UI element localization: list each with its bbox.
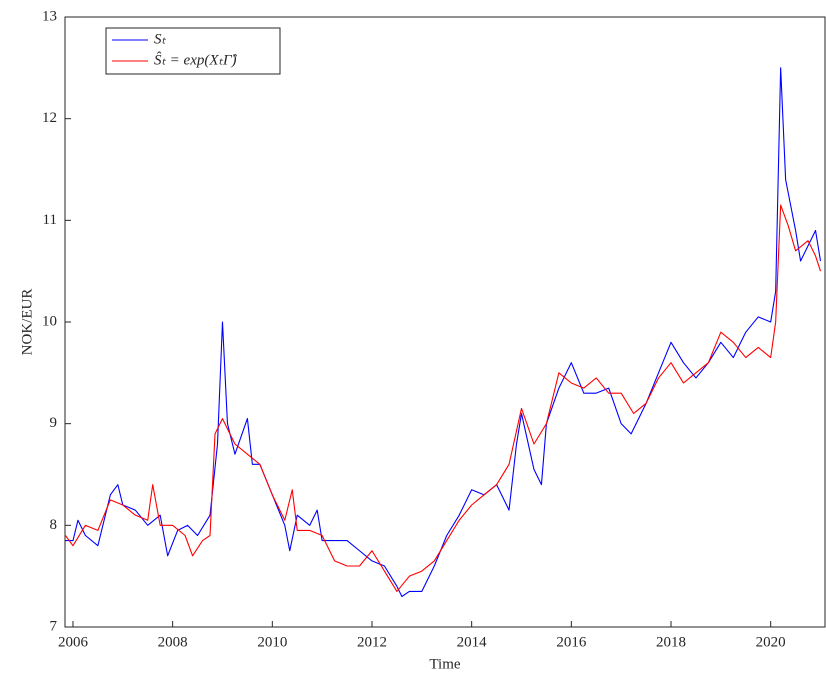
y-tick-label: 7 bbox=[50, 618, 58, 634]
legend-label: Sₜ bbox=[154, 31, 167, 47]
series-line bbox=[65, 67, 822, 598]
legend-label: Ŝₜ = exp(XₜΓ̂) bbox=[154, 51, 237, 68]
y-tick-label: 11 bbox=[43, 212, 57, 228]
x-tick-label: 2006 bbox=[58, 634, 89, 650]
x-tick-label: 2008 bbox=[158, 634, 188, 650]
plot-frame bbox=[64, 16, 826, 628]
x-tick-label: 2010 bbox=[257, 634, 287, 650]
y-tick-label: 12 bbox=[42, 110, 57, 126]
y-tick-label: 8 bbox=[50, 517, 58, 533]
y-tick-label: 9 bbox=[50, 415, 58, 431]
x-axis-label: Time bbox=[429, 656, 460, 672]
x-tick-label: 2016 bbox=[556, 634, 587, 650]
x-tick-label: 2020 bbox=[756, 634, 786, 650]
legend-box bbox=[105, 27, 281, 75]
x-tick-label: 2014 bbox=[457, 634, 488, 650]
x-tick-label: 2012 bbox=[357, 634, 387, 650]
x-tick-label: 2018 bbox=[656, 634, 686, 650]
y-tick-label: 13 bbox=[42, 8, 57, 24]
series-line bbox=[65, 204, 822, 592]
y-axis-label: NOK/EUR bbox=[19, 289, 35, 356]
y-tick-label: 10 bbox=[42, 313, 57, 329]
